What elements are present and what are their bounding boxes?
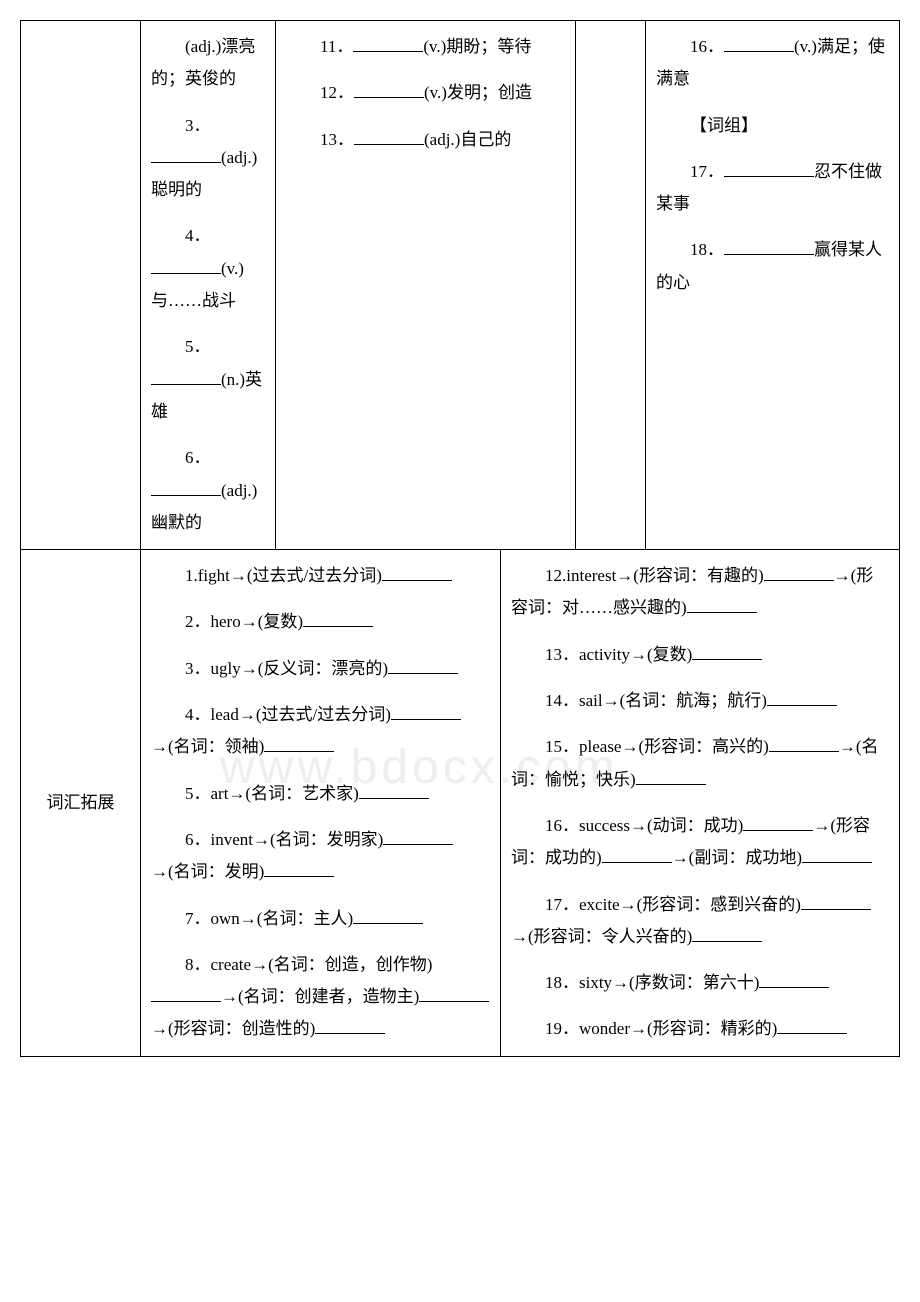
text: 13．activity→(复数) xyxy=(545,645,692,664)
row2-label: 词汇拓展 xyxy=(21,550,141,1056)
text: 16．success→(动词：成功) xyxy=(545,816,743,835)
item-num: 5． xyxy=(185,337,211,356)
blank[interactable] xyxy=(743,814,813,831)
blank[interactable] xyxy=(388,657,458,674)
text: →(形容词：创造性的) xyxy=(151,1019,315,1038)
blank[interactable] xyxy=(636,768,706,785)
blank[interactable] xyxy=(151,368,221,385)
blank[interactable] xyxy=(777,1017,847,1034)
row-vocab-fill: (adj.)漂亮的；英俊的 3．(adj.)聪明的 4．(v.)与……战斗 5．… xyxy=(21,21,899,550)
item-num: 18． xyxy=(690,240,724,259)
text: 2．hero→(复数) xyxy=(185,612,303,631)
row1-col1: (adj.)漂亮的；英俊的 3．(adj.)聪明的 4．(v.)与……战斗 5．… xyxy=(141,21,276,549)
blank[interactable] xyxy=(692,643,762,660)
text: 17．excite→(形容词：感到兴奋的) xyxy=(545,895,801,914)
text: (v.)发明；创造 xyxy=(424,83,532,102)
blank[interactable] xyxy=(767,689,837,706)
blank[interactable] xyxy=(383,828,453,845)
text: (v.)期盼；等待 xyxy=(423,37,531,56)
item-num: 11． xyxy=(320,37,353,56)
blank[interactable] xyxy=(801,893,871,910)
text: →(名词：发明) xyxy=(151,862,264,881)
row2-col2: 12.interest→(形容词：有趣的)→(形容词：对……感兴趣的) 13．a… xyxy=(501,550,899,1056)
blank[interactable] xyxy=(602,846,672,863)
blank[interactable] xyxy=(264,735,334,752)
text: →(副词：成功地) xyxy=(672,848,802,867)
text: 8．create→(名词：创造，创作物) xyxy=(185,955,432,974)
blank[interactable] xyxy=(764,564,834,581)
text: 15．please→(形容词：高兴的) xyxy=(545,737,769,756)
blank[interactable] xyxy=(724,160,814,177)
item-num: 16． xyxy=(690,37,724,56)
blank[interactable] xyxy=(724,238,814,255)
worksheet-table: (adj.)漂亮的；英俊的 3．(adj.)聪明的 4．(v.)与……战斗 5．… xyxy=(20,20,900,1057)
blank[interactable] xyxy=(151,257,221,274)
item-num: 12． xyxy=(320,83,354,102)
blank[interactable] xyxy=(419,985,489,1002)
blank[interactable] xyxy=(724,35,794,52)
text: 12.interest→(形容词：有趣的) xyxy=(545,566,764,585)
row1-col4: 16．(v.)满足；使满意 【词组】 17．忍不住做某事 18．赢得某人的心 xyxy=(646,21,899,549)
blank[interactable] xyxy=(382,564,452,581)
blank[interactable] xyxy=(303,610,373,627)
text: 3．ugly→(反义词：漂亮的) xyxy=(185,659,388,678)
row1-label-cell xyxy=(21,21,141,549)
text: (adj.)漂亮的；英俊的 xyxy=(151,37,255,88)
item-num: 17． xyxy=(690,162,724,181)
text: 1.fight→(过去式/过去分词) xyxy=(185,566,382,585)
item-num: 13． xyxy=(320,130,354,149)
blank[interactable] xyxy=(353,907,423,924)
text: →(名词：创建者，造物主) xyxy=(221,987,419,1006)
row-label-text: 词汇拓展 xyxy=(47,787,115,819)
blank[interactable] xyxy=(354,81,424,98)
text: 4．lead→(过去式/过去分词) xyxy=(185,705,391,724)
blank[interactable] xyxy=(151,146,221,163)
blank[interactable] xyxy=(759,971,829,988)
text: 18．sixty→(序数词：第六十) xyxy=(545,973,759,992)
text: →(名词：领袖) xyxy=(151,737,264,756)
blank[interactable] xyxy=(802,846,872,863)
blank[interactable] xyxy=(391,703,461,720)
text: 5．art→(名词：艺术家) xyxy=(185,784,359,803)
blank[interactable] xyxy=(151,985,221,1002)
row1-col3-empty xyxy=(576,21,646,549)
text: 7．own→(名词：主人) xyxy=(185,909,353,928)
section-header: 【词组】 xyxy=(690,116,758,135)
text: 6．invent→(名词：发明家) xyxy=(185,830,383,849)
text: →(形容词：令人兴奋的) xyxy=(511,927,692,946)
item-num: 6． xyxy=(185,448,211,467)
blank[interactable] xyxy=(353,35,423,52)
blank[interactable] xyxy=(151,479,221,496)
row2-col1: 1.fight→(过去式/过去分词) 2．hero→(复数) 3．ugly→(反… xyxy=(141,550,501,1056)
text: 14．sail→(名词：航海；航行) xyxy=(545,691,767,710)
row1-col2: 11． (v.)期盼；等待 12． (v.)发明；创造 13． (adj.)自己的 xyxy=(276,21,576,549)
text: (adj.)自己的 xyxy=(424,130,511,149)
item-num: 3． xyxy=(185,116,211,135)
item-num: 4． xyxy=(185,226,211,245)
blank[interactable] xyxy=(359,782,429,799)
blank[interactable] xyxy=(315,1017,385,1034)
row-word-extension: 词汇拓展 1.fight→(过去式/过去分词) 2．hero→(复数) 3．ug… xyxy=(21,550,899,1056)
blank[interactable] xyxy=(354,128,424,145)
text: 19．wonder→(形容词：精彩的) xyxy=(545,1019,777,1038)
blank[interactable] xyxy=(687,596,757,613)
blank[interactable] xyxy=(692,925,762,942)
blank[interactable] xyxy=(264,860,334,877)
blank[interactable] xyxy=(769,735,839,752)
